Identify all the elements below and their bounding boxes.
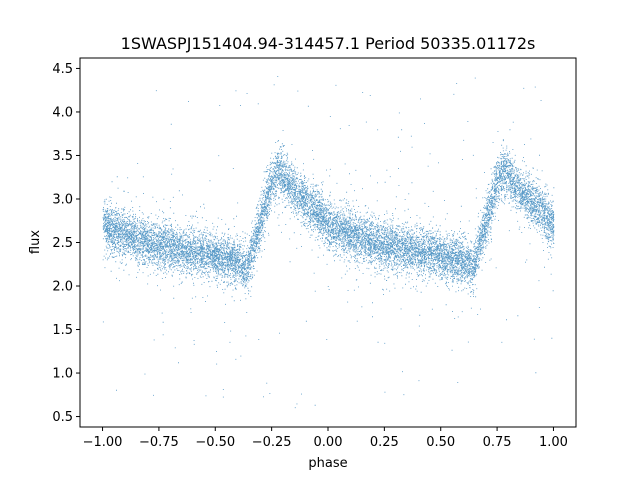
- y-tick-label: 0.5: [52, 410, 73, 425]
- x-tick-label: 0.50: [426, 435, 455, 450]
- y-tick-label: 2.5: [52, 236, 73, 251]
- x-tick-label: −0.50: [195, 435, 235, 450]
- x-axis-ticks: −1.00 −0.75 −0.50 −0.25 0.00 0.25 0.50 0.75 1.00: [83, 427, 568, 450]
- scatter-points: [102, 76, 555, 409]
- chart-title: 1SWASPJ151404.94-314457.1 Period 50335.0…: [121, 34, 536, 53]
- y-tick-label: 4.0: [52, 105, 73, 120]
- y-axis-ticks: 0.5 1.0 1.5 2.0 2.5 3.0 3.5 4.0 4.5: [52, 62, 80, 425]
- y-axis-label: flux: [28, 230, 43, 254]
- x-tick-label: 1.00: [539, 435, 568, 450]
- y-tick-label: 1.0: [52, 367, 73, 382]
- y-tick-label: 4.5: [52, 62, 73, 77]
- y-tick-label: 3.0: [52, 192, 73, 207]
- x-tick-label: 0.00: [314, 435, 343, 450]
- x-tick-label: 0.25: [370, 435, 399, 450]
- y-tick-label: 1.5: [52, 323, 73, 338]
- x-tick-label: −0.75: [139, 435, 179, 450]
- flux-data-points: [102, 76, 555, 409]
- y-tick-label: 3.5: [52, 149, 73, 164]
- x-tick-label: −0.25: [252, 435, 292, 450]
- x-tick-label: −1.00: [83, 435, 123, 450]
- x-tick-label: 0.75: [483, 435, 512, 450]
- y-tick-label: 2.0: [52, 280, 73, 295]
- x-axis-label: phase: [308, 456, 347, 471]
